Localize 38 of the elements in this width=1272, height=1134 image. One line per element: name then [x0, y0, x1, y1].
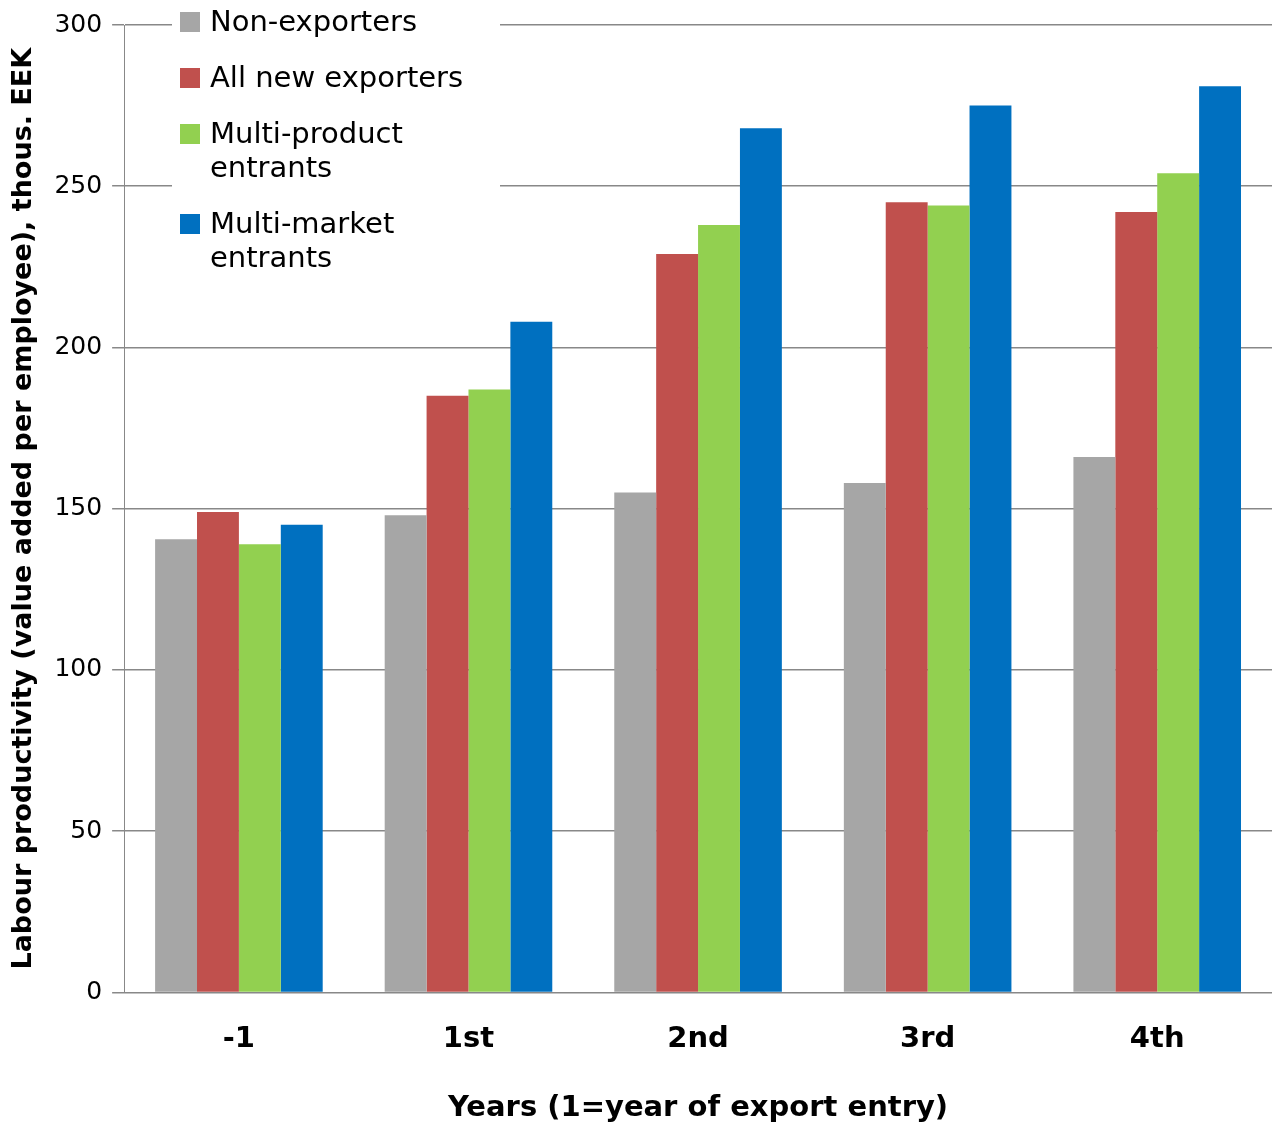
bar — [1157, 173, 1200, 992]
bar — [426, 395, 469, 992]
y-tick-label: 300 — [54, 8, 103, 38]
y-tick-label: 100 — [54, 653, 103, 683]
legend-label: Multi-product entrants — [210, 116, 404, 184]
x-axis-title: Years (1=year of export entry) — [447, 1089, 949, 1124]
bar — [614, 492, 657, 992]
x-tick-label: 2nd — [667, 1020, 729, 1055]
bar — [927, 205, 970, 992]
x-tick-label: 1st — [442, 1020, 495, 1055]
legend-label: All new exporters — [210, 60, 464, 94]
bar — [656, 253, 699, 992]
y-tick-label: 50 — [70, 814, 103, 844]
bar — [739, 128, 782, 992]
y-axis-title: Labour productivity (value added per employee), thous. EEK — [6, 46, 38, 970]
legend-label: Non-exporters — [210, 4, 418, 38]
bar — [238, 544, 281, 992]
bar — [1199, 86, 1242, 992]
x-tick-label: 4th — [1129, 1020, 1185, 1055]
bar — [384, 515, 427, 992]
bar — [155, 539, 198, 992]
bar — [698, 224, 740, 992]
bar — [885, 202, 928, 992]
bar — [468, 389, 511, 992]
y-tick-label: 150 — [54, 492, 103, 522]
y-tick-label: 200 — [54, 330, 103, 360]
bar — [510, 321, 553, 992]
bar — [969, 105, 1012, 992]
bar — [197, 511, 239, 992]
legend-label: Multi-market entrants — [210, 206, 396, 274]
y-tick-label: 250 — [54, 169, 103, 199]
bar — [843, 482, 886, 992]
y-tick-label: 0 — [86, 975, 103, 1005]
x-tick-label: 3rd — [900, 1020, 956, 1055]
x-tick-label: -1 — [222, 1020, 256, 1055]
bar — [280, 524, 323, 992]
bar — [1115, 212, 1158, 992]
bar — [1073, 457, 1116, 992]
